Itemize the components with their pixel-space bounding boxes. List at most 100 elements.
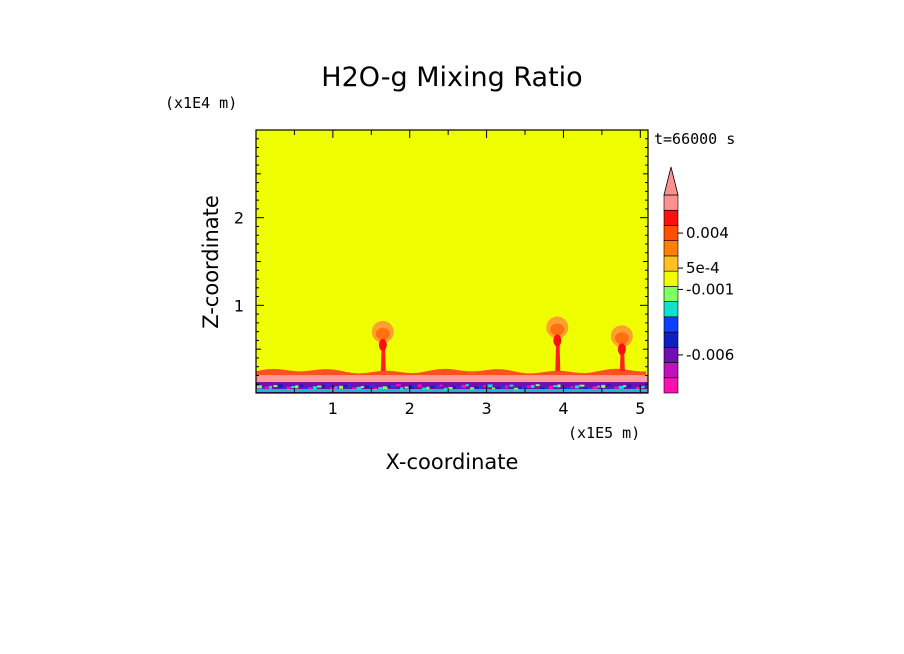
surface-speckle <box>465 384 469 387</box>
surface-speckle <box>382 386 388 390</box>
surface-speckle <box>256 385 262 389</box>
surface-speckle <box>400 387 404 391</box>
surface-speckle <box>273 385 278 388</box>
surface-speckle <box>321 384 325 388</box>
surface-speckle <box>317 385 323 388</box>
colorbar-extend-arrow <box>663 166 679 196</box>
plume-neck <box>553 334 562 347</box>
x-tick-labels: 1 2 3 4 5 <box>328 399 646 418</box>
surface-speckle <box>531 384 535 388</box>
colorbar-label: 0.004 <box>686 224 729 242</box>
colorbar-segment <box>663 240 679 257</box>
surface-speckle <box>461 384 467 388</box>
surface-speckle <box>478 385 482 389</box>
surface-speckle <box>413 385 417 388</box>
surface-speckle <box>430 386 435 389</box>
colorbar <box>663 166 679 394</box>
plot-frame <box>255 129 649 394</box>
surface-speckle <box>557 384 561 388</box>
surface-speckle <box>627 384 632 388</box>
surface-speckle <box>605 384 611 387</box>
x-tick-label: 1 <box>328 399 338 418</box>
surface-speckle <box>592 386 598 390</box>
surface-speckle <box>618 385 624 389</box>
surface-speckle <box>579 384 585 387</box>
surface-speckle <box>483 385 488 388</box>
surface-speckle <box>282 387 286 390</box>
plume-core <box>550 323 565 336</box>
colorbar-segment <box>663 209 679 226</box>
surface-speckle <box>601 384 606 388</box>
colorbar-segment <box>663 316 679 333</box>
y-tick-label: 2 <box>234 209 244 228</box>
plot-background <box>256 130 648 393</box>
surface-speckle <box>614 386 619 389</box>
colorbar-segment <box>663 347 679 363</box>
y-scale-label: (x1E4 m) <box>165 94 237 112</box>
x-axis-label: X-coordinate <box>386 450 519 474</box>
plume-neck <box>617 343 626 356</box>
surface-speckle <box>277 384 283 388</box>
surface-speckle <box>343 385 349 388</box>
y-axis-label: Z-coordinate <box>199 195 223 329</box>
colorbar-segment <box>663 377 679 394</box>
surface-speckle <box>448 387 454 390</box>
surface-speckle <box>609 387 613 391</box>
y-tick-label: 1 <box>234 296 244 315</box>
plume-core <box>614 332 629 345</box>
surface-speckle <box>395 384 401 387</box>
surface-speckle <box>540 387 546 391</box>
surface-speckle <box>522 386 527 390</box>
plot-area <box>255 129 649 394</box>
surface-speckle <box>474 386 480 389</box>
plume-neck <box>378 338 387 351</box>
surface-speckle <box>325 384 330 387</box>
colorbar-labels: 0.004 5e-4 -0.001 -0.006 <box>678 224 734 364</box>
colorbar-label: -0.001 <box>686 280 734 298</box>
x-tick-label: 4 <box>558 399 568 418</box>
surface-speckle <box>631 387 637 390</box>
surface-speckle <box>334 386 338 389</box>
surface-speckle <box>452 386 456 390</box>
surface-speckle <box>352 387 357 390</box>
chart-title: H2O-g Mixing Ratio <box>321 62 582 93</box>
colorbar-segment <box>663 362 679 379</box>
surface-speckle <box>387 385 391 388</box>
x-tick-label: 3 <box>481 399 491 418</box>
plume-core <box>375 327 390 340</box>
surface-speckle <box>500 386 506 389</box>
surface-speckle <box>470 387 475 391</box>
surface-speckle <box>417 384 422 388</box>
surface-speckle <box>339 385 344 389</box>
surface-speckle <box>264 386 270 389</box>
surface-speckle <box>566 386 572 390</box>
surface-speckle <box>526 385 532 388</box>
surface-speckle <box>347 384 351 388</box>
surface-speckle <box>435 385 441 389</box>
colorbar-segment <box>663 331 679 348</box>
surface-cyan-streak <box>256 389 648 392</box>
surface-speckle <box>260 387 265 391</box>
surface-speckle <box>404 386 409 389</box>
x-tick-label: 5 <box>635 399 645 418</box>
surface-speckle <box>286 386 291 390</box>
colorbar-segment <box>663 301 679 318</box>
x-scale-label: (x1E5 m) <box>568 424 640 442</box>
surface-speckle <box>518 387 522 390</box>
x-tick-label: 2 <box>405 399 415 418</box>
colorbar-segment <box>663 194 679 211</box>
surface-speckle <box>308 387 312 390</box>
surface-speckle <box>487 384 493 388</box>
colorbar-segment <box>663 225 679 241</box>
surface-speckle <box>290 386 296 389</box>
surface-speckle <box>299 384 304 387</box>
surface-speckle <box>439 384 443 387</box>
plumes <box>371 316 633 372</box>
surface-speckle <box>391 384 396 388</box>
surface-speckle <box>491 387 495 390</box>
surface-speckle <box>295 385 299 389</box>
surface-speckle <box>312 386 317 390</box>
surface-speckle <box>553 385 559 388</box>
colorbar-segment <box>663 286 679 302</box>
surface-speckle <box>356 386 362 390</box>
